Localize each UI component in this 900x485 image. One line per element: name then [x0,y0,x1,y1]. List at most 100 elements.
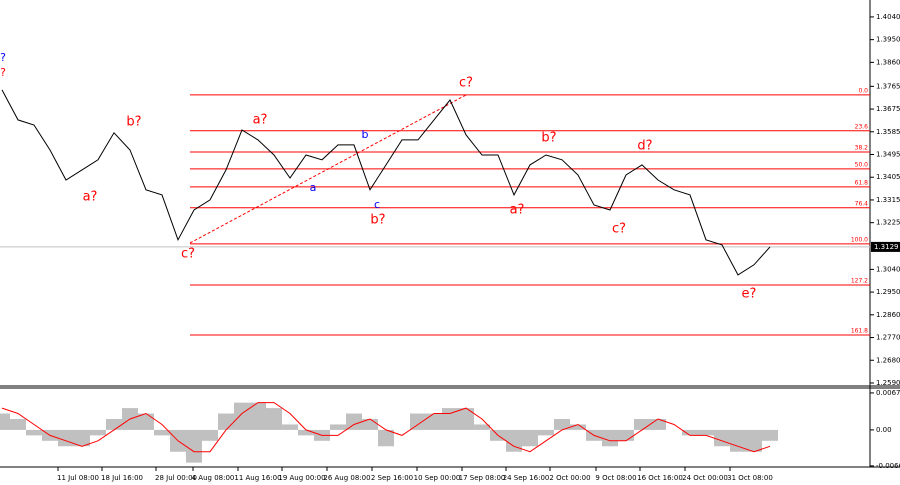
histogram-bar [426,413,442,430]
y-tick-label: 1.2950 [876,288,900,296]
histogram-bar [458,408,474,430]
histogram-bar [0,413,10,430]
histogram-bar [618,429,634,441]
y-tick-label: 1.3585 [876,128,900,136]
y-tick-label: 0.00678 [876,389,900,397]
x-tick-label: 31 Oct 08:00 [727,474,773,482]
y-tick-label: 1.2770 [876,334,900,342]
wave-label: b? [126,115,141,130]
wave-label: e? [742,287,757,302]
y-tick-label: 1.3860 [876,58,900,66]
y-tick-label: 0.00 [876,426,892,434]
wave-label: c? [459,76,473,91]
histogram-bar [602,429,618,447]
fib-label: 0.0 [858,87,868,94]
x-tick-label: 11 Jul 08:00 [57,474,99,482]
fib-label: 38.2 [855,144,869,151]
y-tick-label: 1.3315 [876,196,900,204]
wave-label: d? [637,139,652,154]
histogram-bar [746,429,762,452]
y-tick-label: 1.2680 [876,356,900,364]
y-tick-label: 1.3950 [876,36,900,44]
histogram-bar [522,429,538,447]
histogram-bar [90,429,106,436]
x-tick-label: 11 Aug 16:00 [234,474,281,482]
wave-label: ? [0,66,6,79]
histogram-bar [410,413,426,430]
histogram-bar [634,419,650,430]
histogram-bar [202,429,218,441]
histogram-bar [714,429,730,447]
histogram-bar [506,429,522,452]
x-tick-label: 4 Aug 08:00 [192,474,235,482]
y-tick-label: 1.3225 [876,219,900,227]
fib-label: 161.8 [851,328,868,335]
wave-label: c [374,198,380,211]
histogram-bar [234,402,250,430]
histogram-bar [138,413,154,430]
x-tick-label: 9 Oct 08:00 [595,474,636,482]
y-tick-label: 1.3040 [876,265,900,273]
histogram-bar [650,419,666,430]
histogram-bar [554,419,570,430]
wave-label: c? [612,222,626,237]
histogram-bar [186,429,202,463]
wave-label: a? [253,113,268,128]
wave-label: c? [181,247,195,262]
wave-label: a? [510,203,525,218]
fib-label: 100.0 [851,236,868,243]
y-tick-label: 1.3495 [876,151,900,159]
wave-label: a [310,181,317,194]
y-tick-label: 1.2590 [876,379,900,387]
x-tick-label: 28 Jul 00:00 [155,474,197,482]
histogram-bar [218,413,234,430]
fib-label: 61.8 [855,179,869,186]
wave-label: b? [541,131,556,146]
wave-label: b? [370,213,385,228]
signal-line [1,402,771,453]
histogram-bar [282,424,298,430]
x-tick-label: 24 Sep 16:00 [503,474,550,482]
last-price-box [871,241,900,252]
y-tick-label: 1.2860 [876,311,900,319]
wave-label: b [362,128,369,141]
histogram-bar [266,408,282,430]
fib-label: 50.0 [855,161,869,168]
x-tick-label: 2 Oct 00:00 [549,474,590,482]
histogram-bar [250,402,266,430]
fib-label: 127.2 [851,278,868,285]
histogram-bar [762,429,778,441]
histogram-bar [154,429,170,436]
x-tick-label: 16 Oct 16:00 [637,474,683,482]
x-tick-label: 10 Sep 00:00 [414,474,461,482]
histogram-bar [58,429,74,447]
x-tick-label: 17 Sep 08:00 [459,474,506,482]
x-tick-label: 2 Sep 16:00 [371,474,413,482]
histogram-bar [10,419,26,430]
histogram-bar [346,413,362,430]
y-tick-label: -0.0066 [876,462,900,470]
y-tick-label: 1.3405 [876,173,900,181]
fib-label: 76.4 [855,200,869,207]
histogram-bar [730,429,746,452]
histogram-bar [378,429,394,447]
x-tick-label: 26 Aug 08:00 [323,474,370,482]
x-tick-label: 19 Aug 00:00 [278,474,325,482]
y-tick-label: 1.3675 [876,105,900,113]
histogram-bar [538,429,554,436]
histogram-bar [26,429,42,436]
histogram-bar [298,429,314,436]
histogram-bar [698,429,714,436]
histogram-bar [474,424,490,430]
last-price-label: 1.3129 [874,243,899,251]
wave-label: ? [0,51,6,64]
histogram-bar [106,419,122,430]
price-line [1,89,771,276]
y-tick-label: 1.4040 [876,13,900,21]
histogram-bar [330,424,346,430]
histogram-bar [74,429,90,447]
y-tick-label: 1.3765 [876,82,900,90]
fib-label: 23.6 [855,123,869,130]
histogram-bar [682,429,698,436]
